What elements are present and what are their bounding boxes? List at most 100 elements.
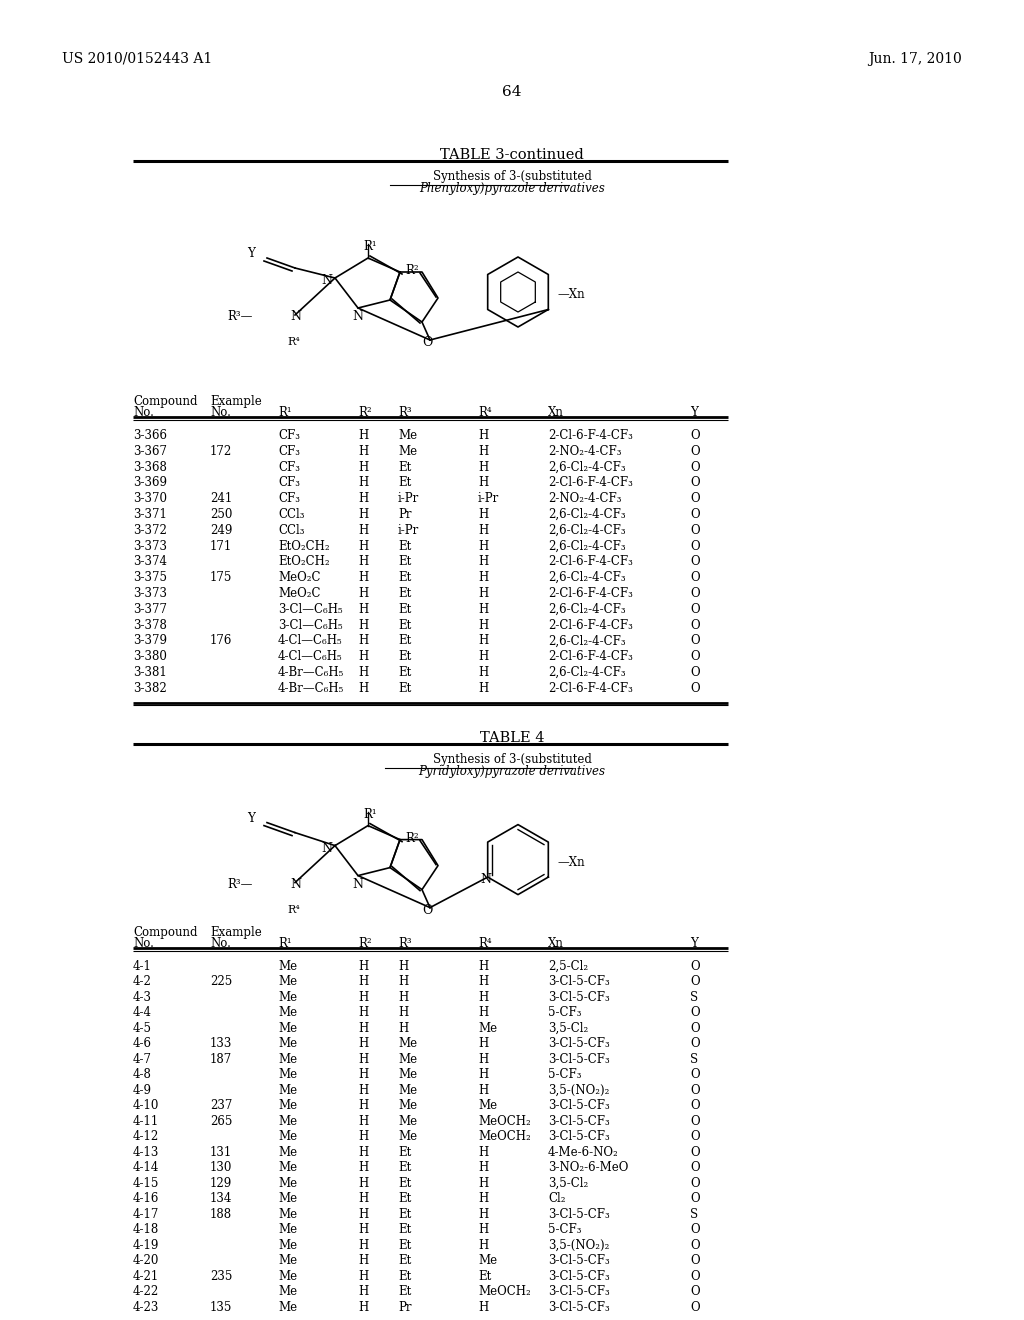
Text: 2,6-Cl₂-4-CF₃: 2,6-Cl₂-4-CF₃ (548, 572, 626, 585)
Text: 4-9: 4-9 (133, 1084, 152, 1097)
Text: 2,6-Cl₂-4-CF₃: 2,6-Cl₂-4-CF₃ (548, 603, 626, 616)
Text: O: O (690, 524, 699, 537)
Text: 4-Cl—C₆H₅: 4-Cl—C₆H₅ (278, 635, 343, 647)
Text: H: H (478, 556, 488, 569)
Text: 4-21: 4-21 (133, 1270, 160, 1283)
Text: MeOCH₂: MeOCH₂ (478, 1114, 530, 1127)
Text: MeOCH₂: MeOCH₂ (478, 1130, 530, 1143)
Text: O: O (690, 1146, 699, 1159)
Text: Y: Y (247, 247, 255, 260)
Text: H: H (478, 508, 488, 521)
Text: CF₃: CF₃ (278, 492, 300, 506)
Text: S: S (690, 1052, 698, 1065)
Text: 3-369: 3-369 (133, 477, 167, 490)
Text: R⁴: R⁴ (287, 904, 300, 915)
Text: O: O (690, 619, 699, 631)
Text: CCl₃: CCl₃ (278, 524, 304, 537)
Text: 3,5-(NO₂)₂: 3,5-(NO₂)₂ (548, 1238, 609, 1251)
Text: O: O (690, 540, 699, 553)
Text: Et: Et (398, 1192, 412, 1205)
Text: Me: Me (278, 1192, 297, 1205)
Text: H: H (398, 1022, 409, 1035)
Text: 2,6-Cl₂-4-CF₃: 2,6-Cl₂-4-CF₃ (548, 635, 626, 647)
Text: Me: Me (278, 975, 297, 989)
Text: H: H (358, 1114, 369, 1127)
Text: 2-Cl-6-F-4-CF₃: 2-Cl-6-F-4-CF₃ (548, 477, 633, 490)
Text: Me: Me (278, 1286, 297, 1298)
Text: Me: Me (478, 1100, 497, 1111)
Text: 3,5-Cl₂: 3,5-Cl₂ (548, 1176, 588, 1189)
Text: Et: Et (398, 1176, 412, 1189)
Text: O: O (690, 667, 699, 678)
Text: O: O (690, 1038, 699, 1051)
Text: 3-Cl-5-CF₃: 3-Cl-5-CF₃ (548, 1254, 609, 1267)
Text: H: H (358, 990, 369, 1003)
Text: 135: 135 (210, 1300, 232, 1313)
Text: H: H (358, 1254, 369, 1267)
Text: 3-377: 3-377 (133, 603, 167, 616)
Text: Me: Me (278, 1130, 297, 1143)
Text: TABLE 4: TABLE 4 (480, 730, 544, 744)
Text: O: O (690, 1084, 699, 1097)
Text: H: H (358, 651, 369, 663)
Text: Me: Me (278, 1068, 297, 1081)
Text: Me: Me (278, 1146, 297, 1159)
Text: 4-6: 4-6 (133, 1038, 152, 1051)
Text: O: O (422, 337, 432, 348)
Text: H: H (478, 619, 488, 631)
Text: 2,6-Cl₂-4-CF₃: 2,6-Cl₂-4-CF₃ (548, 461, 626, 474)
Text: O: O (690, 635, 699, 647)
Text: 4-17: 4-17 (133, 1208, 160, 1221)
Text: Pr: Pr (398, 508, 412, 521)
Text: 241: 241 (210, 492, 232, 506)
Text: CF₃: CF₃ (278, 477, 300, 490)
Text: R³: R³ (398, 407, 412, 418)
Text: N: N (352, 878, 362, 891)
Text: 176: 176 (210, 635, 232, 647)
Text: H: H (478, 461, 488, 474)
Text: H: H (358, 461, 369, 474)
Text: 4-18: 4-18 (133, 1224, 160, 1236)
Text: Synthesis of 3-(substituted: Synthesis of 3-(substituted (432, 170, 592, 183)
Text: 134: 134 (210, 1192, 232, 1205)
Text: O: O (690, 1238, 699, 1251)
Text: 4-11: 4-11 (133, 1114, 160, 1127)
Text: Et: Et (398, 651, 412, 663)
Text: 3-366: 3-366 (133, 429, 167, 442)
Text: 3-Cl-5-CF₃: 3-Cl-5-CF₃ (548, 1100, 609, 1111)
Text: Y: Y (690, 407, 698, 418)
Text: Me: Me (398, 429, 417, 442)
Text: H: H (478, 990, 488, 1003)
Text: H: H (358, 1068, 369, 1081)
Text: H: H (358, 1100, 369, 1111)
Text: CF₃: CF₃ (278, 461, 300, 474)
Text: H: H (478, 635, 488, 647)
Text: R²: R² (406, 264, 419, 277)
Text: Et: Et (398, 556, 412, 569)
Text: Et: Et (398, 667, 412, 678)
Text: H: H (358, 477, 369, 490)
Text: Jun. 17, 2010: Jun. 17, 2010 (868, 51, 962, 66)
Text: 4-8: 4-8 (133, 1068, 152, 1081)
Text: 187: 187 (210, 1052, 232, 1065)
Text: Me: Me (398, 1100, 417, 1111)
Text: Cl₂: Cl₂ (548, 1192, 565, 1205)
Text: H: H (478, 524, 488, 537)
Text: 2,6-Cl₂-4-CF₃: 2,6-Cl₂-4-CF₃ (548, 508, 626, 521)
Text: O: O (690, 1114, 699, 1127)
Text: O: O (690, 1254, 699, 1267)
Text: 250: 250 (210, 508, 232, 521)
Text: H: H (478, 1192, 488, 1205)
Text: 172: 172 (210, 445, 232, 458)
Text: Me: Me (278, 1022, 297, 1035)
Text: H: H (358, 603, 369, 616)
Text: H: H (478, 1208, 488, 1221)
Text: O: O (690, 429, 699, 442)
Text: 4-3: 4-3 (133, 990, 152, 1003)
Text: O: O (690, 1224, 699, 1236)
Text: Me: Me (398, 1038, 417, 1051)
Text: 265: 265 (210, 1114, 232, 1127)
Text: O: O (690, 1270, 699, 1283)
Text: Et: Et (398, 572, 412, 585)
Text: MeO₂C: MeO₂C (278, 572, 321, 585)
